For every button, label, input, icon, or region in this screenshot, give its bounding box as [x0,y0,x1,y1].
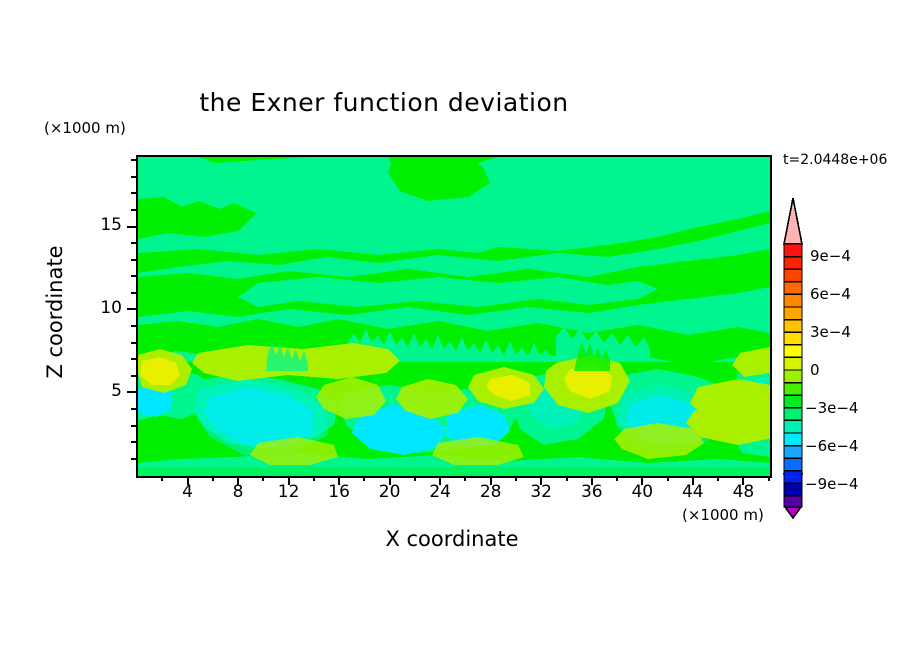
x-tick-label: 28 [479,482,502,502]
colorbar-label: 3e−4 [810,323,851,341]
x-tick-16 [338,476,341,485]
y-tick-minor [131,159,136,162]
x-tick-minor [767,476,770,481]
y-tick-minor [131,208,136,211]
y-tick-15 [127,225,136,228]
colorbar: 9e−4 6e−4 3e−4 0 −3e−4 −6e−4 −9e−4 [780,196,904,520]
y-tick-10 [127,308,136,311]
x-tick-12 [287,476,290,485]
colorbar-label: 6e−4 [810,285,851,303]
x-tick-label: 40 [631,482,654,502]
contour-plot-area [136,155,772,478]
x-axis-title: X coordinate [385,527,519,551]
y-tick-minor [131,324,136,327]
x-tick-minor [211,476,214,481]
x-tick-minor [666,476,669,481]
x-tick-label: 8 [232,482,244,502]
y-tick-minor [131,291,136,294]
y-tick-minor [131,275,136,278]
y-axis-title: Z coordinate [43,245,67,379]
x-axis-units: (×1000 m) [682,506,764,524]
x-tick-label: 24 [429,482,451,502]
colorbar-label: 9e−4 [810,247,851,265]
y-tick-minor [131,242,136,245]
y-tick-5 [127,391,136,394]
x-tick-32 [540,476,543,485]
x-tick-label: 16 [328,482,350,502]
x-tick-label: 12 [277,482,300,502]
x-tick-36 [590,476,593,485]
x-tick-48 [742,476,745,485]
y-tick-minor [131,192,136,195]
x-tick-44 [691,476,694,485]
y-tick-minor [131,407,136,410]
y-tick-label: 10 [100,298,122,318]
x-tick-label: 20 [378,482,401,502]
x-tick-4 [186,476,189,485]
y-tick-minor [131,441,136,444]
contour-field [138,157,770,476]
y-tick-minor [131,457,136,460]
y-tick-minor [131,358,136,360]
x-tick-40 [641,476,644,485]
x-tick-minor [717,476,720,481]
page-title: the Exner function deviation [199,88,569,117]
x-tick-label: 44 [681,482,704,502]
x-tick-20 [388,476,391,485]
colorbar-label: −9e−4 [805,475,859,493]
x-tick-minor [464,476,467,481]
x-tick-minor [312,476,315,481]
y-tick-label: 15 [100,215,122,235]
y-tick-label: 5 [111,381,122,401]
x-tick-minor [565,476,568,481]
x-tick-label: 32 [530,482,552,502]
y-tick-minor [131,374,136,377]
colorbar-swatches [783,197,803,520]
x-tick-minor [161,476,164,481]
y-axis-units: (×1000 m) [44,119,126,137]
y-tick-minor [131,175,136,178]
y-tick-minor [131,258,136,261]
colorbar-label: −3e−4 [805,399,859,417]
x-tick-minor [616,476,618,481]
x-tick-label: 4 [182,482,193,502]
x-tick-label: 36 [580,482,603,502]
x-tick-minor [413,476,416,481]
x-tick-minor [262,476,265,481]
x-tick-8 [237,476,239,485]
y-tick-minor [131,424,136,427]
colorbar-label: 0 [810,361,820,379]
x-tick-28 [489,476,492,485]
x-tick-label: 48 [732,482,755,502]
x-tick-minor [515,476,517,481]
x-tick-minor [363,476,366,481]
x-tick-24 [439,476,442,485]
timestamp-annotation: t=2.0448e+06 [783,152,888,168]
colorbar-label: −6e−4 [805,437,859,455]
y-tick-minor [131,341,136,344]
